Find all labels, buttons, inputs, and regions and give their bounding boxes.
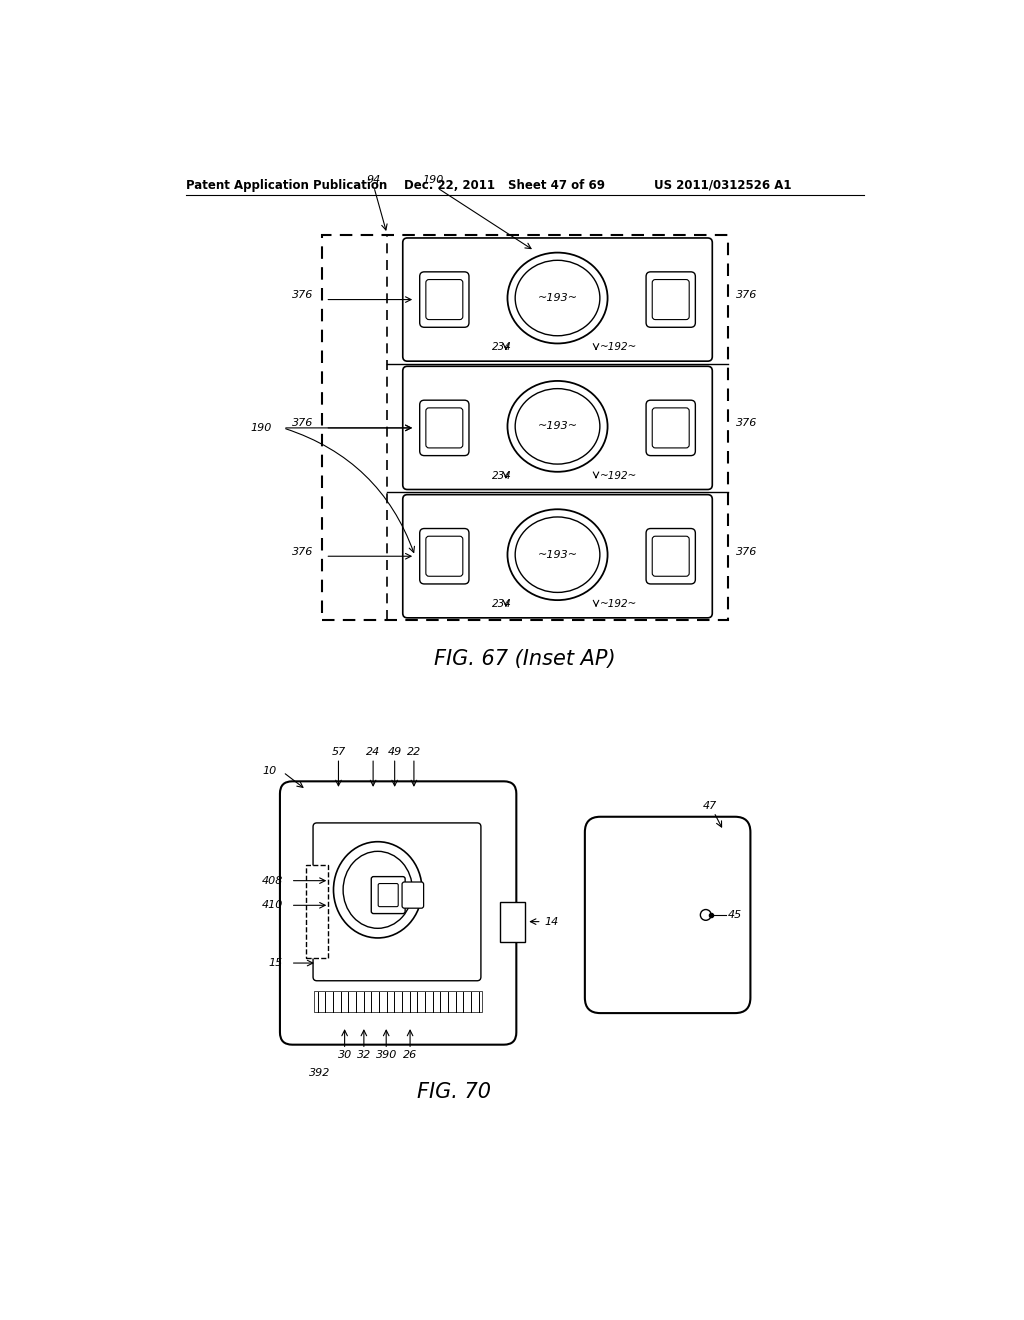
Ellipse shape	[508, 381, 607, 471]
Text: 376: 376	[736, 290, 757, 300]
FancyBboxPatch shape	[652, 280, 689, 319]
Text: 392: 392	[308, 1068, 330, 1077]
FancyBboxPatch shape	[372, 876, 406, 913]
Ellipse shape	[508, 252, 607, 343]
Text: ~192~: ~192~	[600, 471, 637, 480]
Text: 49: 49	[387, 747, 401, 756]
FancyBboxPatch shape	[280, 781, 516, 1044]
Text: 45: 45	[727, 909, 741, 920]
FancyBboxPatch shape	[426, 536, 463, 577]
Ellipse shape	[515, 388, 600, 465]
Ellipse shape	[515, 517, 600, 593]
Circle shape	[700, 909, 711, 920]
Bar	[500, 902, 525, 941]
FancyBboxPatch shape	[420, 272, 469, 327]
Bar	[313, 991, 482, 1012]
Text: 15: 15	[268, 958, 283, 968]
Text: 376: 376	[736, 546, 757, 557]
Bar	[306, 866, 328, 958]
Text: 410: 410	[262, 900, 283, 911]
Text: 408: 408	[262, 875, 283, 886]
Ellipse shape	[515, 260, 600, 335]
Text: 190: 190	[250, 422, 271, 433]
Text: 14: 14	[544, 916, 558, 927]
Text: FIG. 70: FIG. 70	[417, 1081, 490, 1102]
Text: 57: 57	[332, 747, 345, 756]
FancyBboxPatch shape	[646, 272, 695, 327]
Text: 190: 190	[423, 176, 443, 185]
Ellipse shape	[334, 842, 422, 939]
Text: Dec. 22, 2011: Dec. 22, 2011	[403, 178, 495, 191]
FancyBboxPatch shape	[402, 882, 424, 908]
Text: 24: 24	[366, 747, 380, 756]
FancyBboxPatch shape	[378, 883, 398, 907]
Text: ~193~: ~193~	[538, 421, 578, 432]
FancyBboxPatch shape	[420, 400, 469, 455]
FancyBboxPatch shape	[652, 536, 689, 577]
Text: 390: 390	[376, 1051, 397, 1060]
FancyBboxPatch shape	[402, 495, 713, 618]
Text: 30: 30	[338, 1051, 352, 1060]
Text: Sheet 47 of 69: Sheet 47 of 69	[508, 178, 605, 191]
Text: 234: 234	[493, 342, 512, 352]
Text: US 2011/0312526 A1: US 2011/0312526 A1	[654, 178, 792, 191]
Text: 22: 22	[407, 747, 421, 756]
FancyBboxPatch shape	[426, 408, 463, 447]
FancyBboxPatch shape	[646, 400, 695, 455]
Ellipse shape	[508, 510, 607, 601]
FancyBboxPatch shape	[426, 280, 463, 319]
FancyBboxPatch shape	[402, 238, 713, 362]
FancyBboxPatch shape	[313, 822, 481, 981]
Text: 32: 32	[356, 1051, 371, 1060]
Text: ~192~: ~192~	[600, 599, 637, 609]
Text: 26: 26	[403, 1051, 417, 1060]
Text: 376: 376	[736, 418, 757, 428]
Bar	[322, 235, 728, 620]
FancyBboxPatch shape	[420, 528, 469, 583]
FancyBboxPatch shape	[402, 367, 713, 490]
Text: 376: 376	[293, 290, 313, 300]
FancyBboxPatch shape	[585, 817, 751, 1014]
Text: 234: 234	[493, 471, 512, 480]
Text: 47: 47	[702, 801, 717, 810]
Text: FIG. 67 (Inset AP): FIG. 67 (Inset AP)	[434, 649, 615, 669]
FancyBboxPatch shape	[646, 528, 695, 583]
Text: Patent Application Publication: Patent Application Publication	[186, 178, 387, 191]
Ellipse shape	[343, 851, 413, 928]
Text: 376: 376	[293, 418, 313, 428]
Text: ~192~: ~192~	[600, 342, 637, 352]
Text: 10: 10	[262, 766, 276, 776]
Text: 234: 234	[493, 599, 512, 609]
Text: 94: 94	[367, 176, 381, 185]
FancyBboxPatch shape	[652, 408, 689, 447]
Text: ~193~: ~193~	[538, 293, 578, 304]
Text: ~193~: ~193~	[538, 549, 578, 560]
Text: 376: 376	[293, 546, 313, 557]
